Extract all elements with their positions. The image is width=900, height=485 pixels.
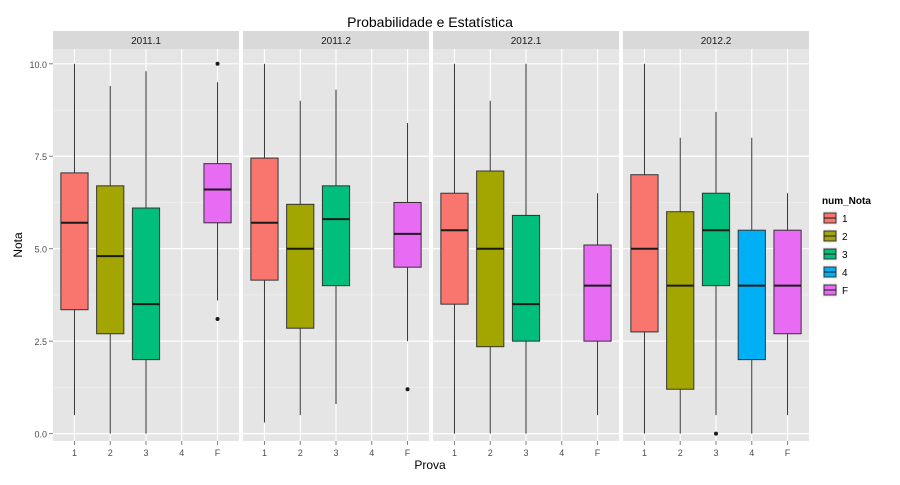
- box-2011.2-3: [321, 89, 351, 405]
- x-tick-label: 3: [143, 448, 148, 458]
- facet-strip-label: 2011.1: [131, 36, 161, 47]
- facet-panel-2012.2: 2012.2 1 2 3 4 F: [623, 31, 809, 458]
- box-body: [250, 157, 279, 281]
- outlier-point: [714, 431, 718, 436]
- box-2011.2-2: [286, 100, 315, 416]
- box-2011.1-3: [131, 71, 161, 434]
- legend-entry-F: F: [821, 281, 848, 299]
- legend: num_Nota 1 2 3 4 F: [821, 196, 871, 299]
- box-body: [773, 229, 802, 335]
- box-body: [476, 170, 505, 348]
- y-tick-label: 5.0: [34, 245, 47, 255]
- box-2012.1-2: [476, 100, 505, 434]
- box-body: [440, 192, 469, 305]
- legend-title: num_Nota: [822, 196, 871, 207]
- box-body: [60, 172, 89, 311]
- box-body: [666, 211, 695, 390]
- facet-strip: [243, 31, 429, 49]
- facet-panel-2012.1: 2012.1 1 2 3 4 F: [433, 31, 619, 458]
- box-2012.2-1: [630, 63, 659, 434]
- box-body: [737, 229, 766, 361]
- box-body: [96, 185, 125, 335]
- facet-strip-label: 2012.2: [701, 36, 732, 47]
- facet-panel-2011.2: 2011.2 1 2 3 4 F: [243, 31, 429, 458]
- x-tick-label: 3: [713, 448, 718, 458]
- facet-strip: [623, 31, 809, 49]
- legend-entry-4: 4: [821, 263, 848, 281]
- legend-entry-3: 3: [821, 245, 848, 263]
- x-tick-label: F: [215, 448, 221, 458]
- facet-strip-label: 2012.1: [511, 36, 542, 47]
- legend-label: 4: [842, 268, 848, 279]
- box-body: [203, 163, 232, 224]
- x-tick-label: 2: [108, 448, 113, 458]
- x-tick-label: 1: [642, 448, 647, 458]
- box-body: [321, 185, 351, 287]
- x-tick-label: 1: [452, 448, 457, 458]
- box-2012.2-2: [666, 137, 695, 434]
- outlier-point: [215, 316, 220, 321]
- box-body: [701, 192, 731, 287]
- box-body: [511, 214, 541, 342]
- x-tick-label: 2: [678, 448, 683, 458]
- box-body: [583, 244, 612, 342]
- box-2011.1-F: [203, 61, 232, 321]
- x-tick-label: 4: [559, 448, 564, 458]
- x-axis-label: Prova: [414, 458, 446, 472]
- legend-label: F: [842, 286, 848, 297]
- x-tick-label: 3: [523, 448, 528, 458]
- x-tick-label: 4: [179, 448, 184, 458]
- facet-strip: [53, 31, 239, 49]
- box-2011.1-1: [60, 63, 89, 416]
- box-2011.2-1: [250, 63, 279, 423]
- box-2011.1-2: [96, 85, 125, 434]
- outlier-point: [405, 387, 410, 392]
- y-tick-label: 7.5: [34, 152, 47, 162]
- legend-entry-2: 2: [821, 227, 848, 245]
- x-tick-label: F: [405, 448, 411, 458]
- chart-title: Probabilidade e Estatística: [347, 14, 513, 30]
- x-tick-label: 2: [298, 448, 303, 458]
- y-tick-label: 2.5: [34, 337, 47, 347]
- legend-label: 3: [842, 250, 848, 261]
- x-tick-label: 1: [262, 448, 267, 458]
- box-2012.2-4: [737, 137, 766, 434]
- x-tick-label: 4: [749, 448, 754, 458]
- x-tick-label: 4: [369, 448, 374, 458]
- box-2012.1-F: [583, 193, 612, 416]
- box-2012.1-3: [511, 63, 541, 434]
- x-tick-label: F: [785, 448, 791, 458]
- y-axis-label: Nota: [11, 232, 25, 258]
- facet-strip: [433, 31, 619, 49]
- legend-label: 2: [842, 232, 848, 243]
- box-2011.2-F: [393, 122, 422, 392]
- box-body: [630, 174, 659, 333]
- box-2012.2-3: [701, 111, 731, 436]
- x-tick-label: 2: [488, 448, 493, 458]
- facet-strip-label: 2011.2: [321, 36, 351, 47]
- y-tick-label: 0.0: [34, 430, 47, 440]
- y-tick-label: 10.0: [29, 60, 47, 70]
- legend-label: 1: [842, 214, 848, 225]
- box-2012.1-1: [440, 63, 469, 434]
- x-tick-label: 1: [72, 448, 77, 458]
- facet-panel-2011.1: 2011.1 1 2 3 4 F: [53, 31, 239, 458]
- box-body: [131, 207, 161, 361]
- outlier-point: [215, 61, 220, 66]
- box-body: [286, 203, 315, 329]
- box-2012.2-F: [773, 193, 802, 416]
- legend-entry-1: 1: [821, 209, 848, 227]
- x-tick-label: F: [595, 448, 601, 458]
- x-tick-label: 3: [333, 448, 338, 458]
